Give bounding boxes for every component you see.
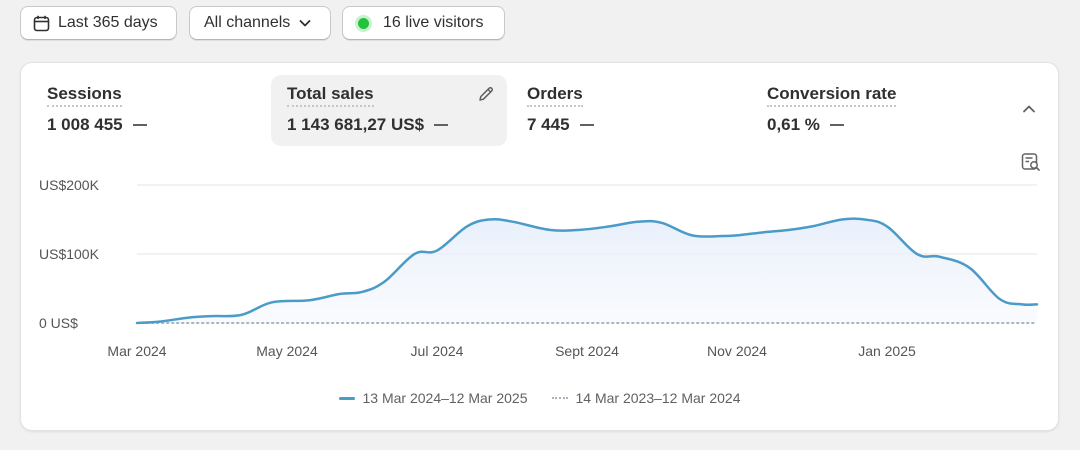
metric-orders[interactable]: Orders 7 445: [511, 75, 747, 146]
x-tick-label: Nov 2024: [707, 343, 767, 359]
channels-dropdown[interactable]: All channels: [189, 6, 331, 40]
metric-value: 0,61 %: [767, 115, 820, 134]
x-tick-label: Mar 2024: [107, 343, 166, 359]
y-tick-label: 0 US$: [39, 315, 78, 331]
channels-label: All channels: [204, 14, 291, 31]
metric-total-sales[interactable]: Total sales 1 143 681,27 US$: [271, 75, 507, 146]
metric-value-row: 0,61 %: [767, 115, 971, 135]
y-tick-label: US$200K: [39, 177, 100, 193]
analytics-card: Sessions 1 008 455 Total sales 1 143 681…: [20, 62, 1059, 431]
legend-item-previous[interactable]: 14 Mar 2023–12 Mar 2024: [551, 390, 741, 406]
x-tick-label: May 2024: [256, 343, 318, 359]
series-line-current: [135, 217, 1039, 325]
legend-label: 13 Mar 2024–12 Mar 2025: [362, 390, 528, 406]
metric-conversion-rate[interactable]: Conversion rate 0,61 %: [751, 75, 987, 146]
calendar-icon: [33, 15, 50, 32]
sales-chart: 0 US$ US$100K US$200K Mar 2024 May 2024 Jul 2…: [39, 177, 1039, 359]
legend-swatch-solid: [338, 396, 355, 400]
date-range-button[interactable]: Last 365 days: [20, 6, 177, 40]
x-tick-label: Sept 2024: [555, 343, 619, 359]
metric-value: 1 008 455: [47, 115, 123, 134]
metric-value: 1 143 681,27 US$: [287, 115, 425, 134]
chevron-down-icon: [298, 16, 312, 30]
metric-value-row: 1 008 455: [47, 115, 251, 135]
metric-sessions[interactable]: Sessions 1 008 455: [31, 75, 267, 146]
x-tick-label: Jul 2024: [411, 343, 464, 359]
trend-dash-icon: [434, 124, 449, 126]
live-visitors-button[interactable]: 16 live visitors: [342, 6, 505, 40]
metric-value: 7 445: [527, 115, 570, 134]
metric-value-row: 1 143 681,27 US$: [287, 115, 491, 135]
legend-swatch-dotted: [551, 397, 568, 399]
pencil-icon[interactable]: [477, 85, 495, 108]
metric-value-row: 7 445: [527, 115, 731, 135]
legend-item-current[interactable]: 13 Mar 2024–12 Mar 2025: [338, 390, 528, 406]
date-range-label: Last 365 days: [58, 14, 158, 31]
live-visitors-label: 16 live visitors: [383, 14, 484, 31]
x-tick-label: Jan 2025: [858, 343, 916, 359]
metric-label: Orders: [527, 84, 583, 107]
live-indicator-icon: [358, 17, 369, 29]
trend-dash-icon: [829, 124, 844, 126]
chart-legend: 13 Mar 2024–12 Mar 2025 14 Mar 2023–12 M…: [21, 390, 1058, 406]
trend-dash-icon: [579, 124, 594, 126]
metric-label: Total sales: [287, 84, 374, 107]
legend-label: 14 Mar 2023–12 Mar 2024: [575, 390, 741, 406]
metric-label: Conversion rate: [767, 84, 897, 107]
explore-report-icon[interactable]: [1021, 152, 1041, 177]
chevron-up-icon[interactable]: [1021, 101, 1037, 122]
metric-label: Sessions: [47, 84, 122, 107]
series-area-current: [137, 218, 1037, 323]
y-tick-label: US$100K: [39, 246, 100, 262]
trend-dash-icon: [132, 124, 147, 126]
